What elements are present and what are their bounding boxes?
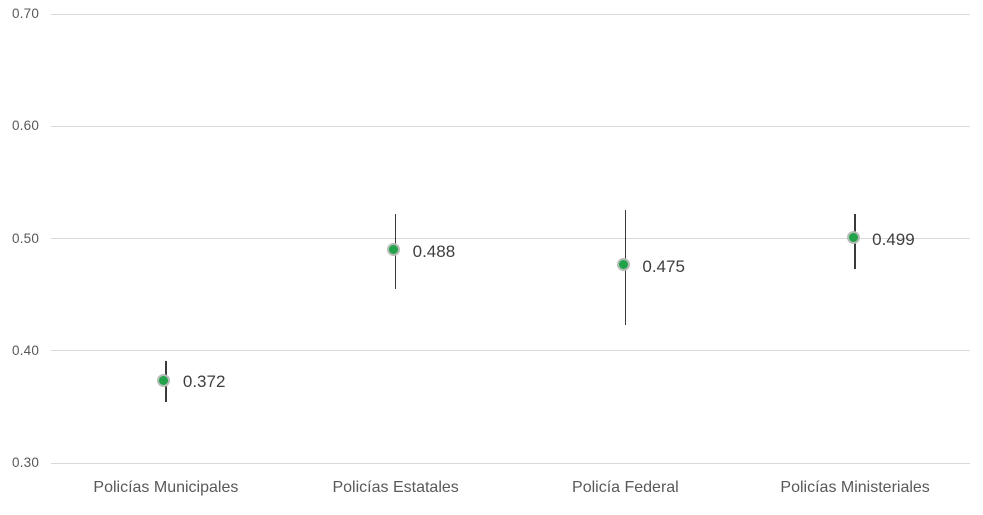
gridline [51,125,970,127]
x-axis-category-label: Policías Estatales [332,479,459,496]
gridline [51,13,970,15]
data-point-label: 0.475 [642,256,685,276]
y-axis-tick-label: 0.30 [12,455,40,470]
x-axis-category-label: Policías Municipales [93,479,239,496]
data-point-marker [846,231,860,245]
data-point-marker [616,258,630,272]
gridline [51,462,970,464]
data-point-marker [157,373,171,387]
data-point-label: 0.372 [182,372,226,392]
gridline [51,350,970,352]
y-axis-tick-label: 0.60 [12,118,40,134]
data-point-label: 0.488 [412,241,456,261]
y-axis-tick-label: 0.40 [12,342,40,358]
x-axis-category-label: Policía Federal [572,479,679,496]
y-axis-tick-label: 0.50 [12,230,40,246]
x-axis-category-label: Policías Ministeriales [780,479,930,496]
gridline [51,238,970,239]
data-point-label: 0.499 [872,229,915,249]
y-axis-tick-label: 0.70 [12,6,40,21]
data-point-marker [387,243,401,257]
